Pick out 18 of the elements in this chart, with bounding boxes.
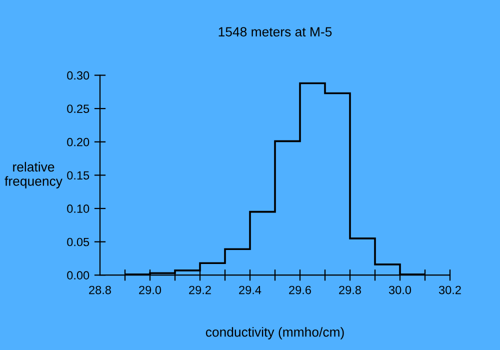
x-axis-title: conductivity (mmho/cm) — [206, 327, 344, 340]
x-tick-label: 28.8 — [89, 286, 111, 294]
y-tick-label: 0.00 — [67, 271, 90, 280]
y-tick-label: 0.05 — [67, 238, 90, 246]
y-tick-label: 0.30 — [67, 71, 90, 80]
y-tick-label: 0.20 — [67, 138, 90, 146]
x-tick-label: 30.0 — [388, 286, 412, 294]
x-tick-label: 29.8 — [339, 286, 361, 294]
y-axis-title: relative frequency — [4, 162, 62, 188]
x-tick-label: 29.6 — [289, 286, 311, 294]
chart-title: 1548 meters at M-5 — [218, 27, 332, 36]
y-tick-label: 0.25 — [67, 104, 90, 113]
y-tick-label: 0.10 — [67, 204, 90, 213]
x-tick-label: 30.2 — [438, 286, 461, 294]
y-tick-label: 0.15 — [67, 171, 90, 180]
x-tick-label: 29.2 — [189, 286, 211, 294]
x-tick-label: 29.4 — [239, 286, 262, 294]
x-tick-label: 29.0 — [139, 286, 162, 294]
